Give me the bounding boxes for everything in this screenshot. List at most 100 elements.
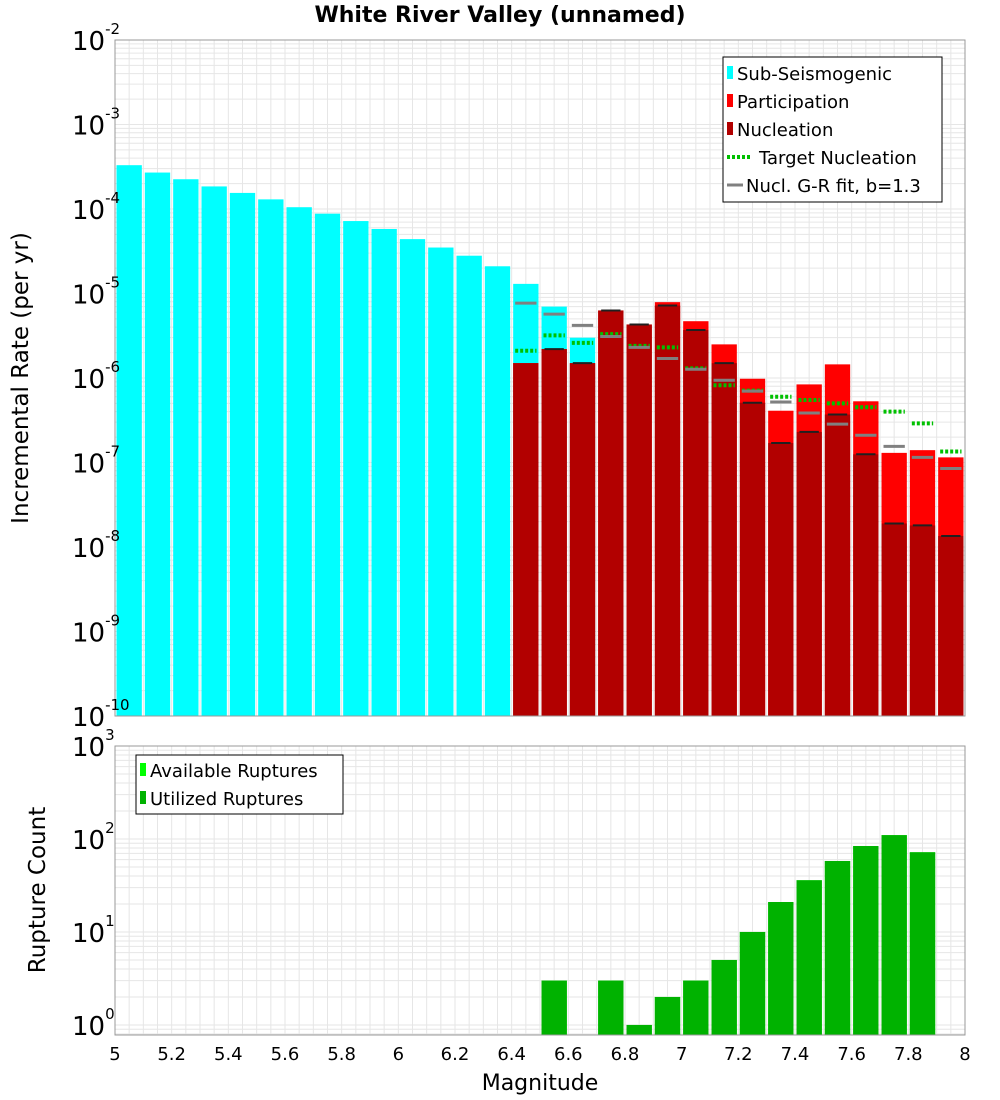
nucleation-bar: [683, 329, 709, 716]
sub-seismogenic-bar: [229, 192, 256, 716]
y-tick-label: 10-5: [72, 274, 120, 311]
x-tick-label: 7.4: [781, 1044, 810, 1065]
count-legend: Available Ruptures Utilized Ruptures: [135, 754, 344, 815]
x-tick-label: 5: [109, 1044, 120, 1065]
x-tick-label: 6.6: [554, 1044, 583, 1065]
nucleation-bar: [626, 324, 652, 716]
nucleation-bar: [739, 402, 766, 716]
y-tick-label: 10-2: [72, 20, 120, 57]
sub-seismogenic-bar: [258, 199, 284, 717]
legend-label-gr-fit: Nucl. G-R fit, b=1.3: [746, 176, 921, 197]
nucleation-bar: [768, 443, 794, 716]
utilized-ruptures-bar: [598, 980, 624, 1035]
legend-label-utilized-ruptures: Utilized Ruptures: [150, 789, 303, 810]
x-tick-label: 5.6: [271, 1044, 300, 1065]
y-tick-label: 10-9: [72, 612, 120, 649]
utilized-ruptures-bar: [853, 846, 879, 1035]
chart-title: White River Valley (unnamed): [314, 3, 685, 28]
count-plot-frame: [114, 745, 966, 1036]
nucleation-bar: [541, 349, 567, 716]
x-tick-label: 5.4: [214, 1044, 243, 1065]
legend-label-sub-seismogenic: Sub-Seismogenic: [737, 64, 892, 85]
legend-swatch-utilized-ruptures: [140, 791, 146, 804]
utilized-ruptures-bar: [881, 835, 907, 1035]
count-legend-box: [135, 754, 344, 815]
x-tick-label: 6: [393, 1044, 404, 1065]
legend-label-available-ruptures: Available Ruptures: [150, 761, 318, 782]
y-tick-label: 10-8: [72, 527, 120, 564]
utilized-ruptures-bar: [626, 1024, 652, 1035]
utilized-ruptures-bar: [541, 980, 567, 1035]
count-y-axis-label: Rupture Count: [25, 807, 51, 973]
rate-y-ticks: 10-10 10-9 10-8 10-7 10-6 10-5 10-4 10-3 10-2: [72, 20, 130, 733]
nucleation-bar: [909, 525, 936, 716]
nucleation-bar: [513, 363, 539, 716]
legend-label-participation: Participation: [737, 92, 849, 113]
sub-seismogenic-bar: [456, 255, 482, 716]
legend-swatch-participation: [727, 94, 733, 107]
utilized-ruptures-bar: [683, 980, 709, 1035]
sub-seismogenic-bar: [428, 247, 454, 716]
legend-swatch-available-ruptures: [140, 763, 146, 776]
y-tick-label: 10-4: [72, 189, 120, 226]
y-tick-label: 102: [72, 819, 115, 856]
utilized-ruptures-bar: [796, 880, 822, 1035]
utilized-ruptures-bar: [824, 860, 851, 1035]
sub-seismogenic-bar: [484, 266, 511, 716]
sub-seismogenic-bar: [399, 239, 426, 717]
x-tick-label: 7.2: [724, 1044, 753, 1065]
utilized-ruptures-bar: [909, 852, 936, 1035]
y-tick-label: 10-10: [72, 696, 130, 733]
count-series: [541, 835, 936, 1035]
sub-seismogenic-bar: [144, 172, 171, 717]
sub-seismogenic-bar: [116, 165, 142, 717]
nucleation-bar: [569, 363, 596, 716]
legend-label-nucleation: Nucleation: [737, 120, 833, 141]
sub-seismogenic-bar: [314, 213, 341, 716]
nucleation-bar: [654, 305, 681, 716]
count-x-ticks: 5 5.2 5.4 5.6 5.8 6 6.2 6.4 6.6 6.8 7 7.2 7.4 7.6 7.8 8: [109, 1044, 970, 1065]
y-tick-label: 10-6: [72, 358, 120, 395]
x-tick-label: 5.8: [327, 1044, 356, 1065]
y-tick-label: 100: [72, 1005, 115, 1042]
x-tick-label: 6.2: [441, 1044, 470, 1065]
utilized-ruptures-bar: [768, 902, 794, 1035]
nucleation-bar: [796, 431, 822, 716]
sub-seismogenic-bar: [343, 221, 369, 716]
x-tick-label: 6.4: [497, 1044, 526, 1065]
sub-seismogenic-bar: [371, 228, 397, 716]
nucleation-bar: [938, 535, 964, 716]
x-tick-label: 7: [676, 1044, 687, 1065]
x-tick-label: 7.6: [837, 1044, 866, 1065]
nucleation-bar: [853, 454, 879, 716]
sub-seismogenic-bar: [201, 186, 227, 716]
count-panel: 100 101 102 103 5 5.2 5.4 5.6 5.8 6 6.2 6.4 6.6 6.8 7…: [25, 726, 971, 1096]
rate-legend-box: [722, 56, 943, 203]
rate-y-axis-label: Incremental Rate (per yr): [8, 232, 34, 524]
sub-seismogenic-bar: [286, 207, 312, 716]
rate-legend: Sub-Seismogenic Participation Nucleation…: [722, 56, 943, 203]
nucleation-bar: [881, 523, 907, 716]
count-y-ticks: 100 101 102 103: [72, 726, 115, 1042]
y-tick-label: 103: [72, 726, 115, 763]
sub-seismogenic-bar: [173, 179, 199, 716]
y-tick-label: 10-7: [72, 443, 120, 480]
x-tick-label: 5.2: [157, 1044, 186, 1065]
legend-swatch-sub-seismogenic: [727, 66, 733, 79]
utilized-ruptures-bar: [739, 931, 766, 1035]
y-tick-label: 101: [72, 912, 115, 949]
legend-label-target-nucleation: Target Nucleation: [758, 148, 917, 169]
x-tick-label: 8: [959, 1044, 970, 1065]
nucleation-bar: [711, 363, 737, 716]
nucleation-bar: [824, 414, 851, 716]
utilized-ruptures-bar: [711, 959, 737, 1035]
nucleation-bar: [598, 310, 624, 716]
rate-plot-frame: [114, 39, 966, 717]
x-axis-label: Magnitude: [482, 1071, 599, 1096]
x-tick-label: 7.8: [894, 1044, 923, 1065]
legend-swatch-nucleation: [727, 122, 733, 135]
y-tick-label: 10-3: [72, 105, 120, 142]
rate-panel: 10-10 10-9 10-8 10-7 10-6 10-5 10-4 10-3 10-2 In…: [8, 20, 966, 733]
rate-series: [116, 165, 964, 717]
